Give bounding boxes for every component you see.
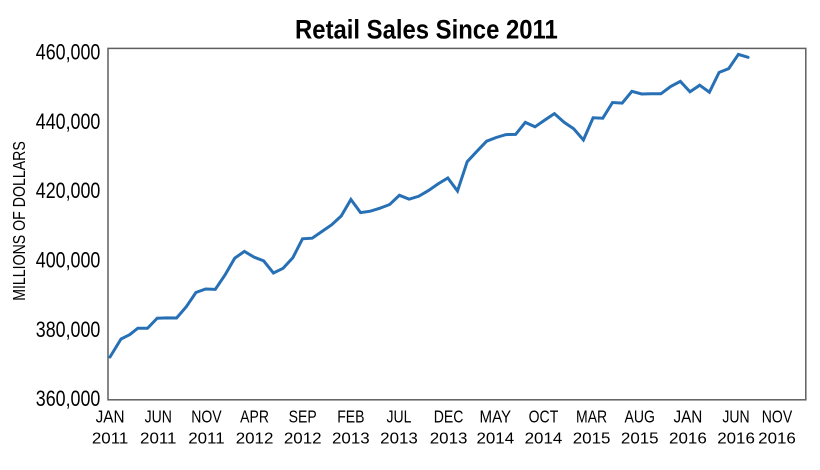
svg-text:MILLIONS OF DOLLARS: MILLIONS OF DOLLARS	[10, 141, 30, 301]
svg-text:2011: 2011	[188, 430, 224, 447]
svg-text:MAY: MAY	[479, 406, 511, 427]
svg-text:2011: 2011	[92, 430, 128, 447]
svg-text:SEP: SEP	[289, 407, 317, 427]
svg-text:JUN: JUN	[145, 407, 172, 427]
svg-text:400,000: 400,000	[36, 248, 101, 273]
svg-text:Retail Sales Since 2011: Retail Sales Since 2011	[295, 15, 558, 45]
svg-text:JAN: JAN	[673, 407, 702, 427]
svg-text:JUN: JUN	[722, 407, 749, 427]
svg-text:2016: 2016	[717, 430, 755, 447]
svg-text:2016: 2016	[758, 430, 796, 447]
svg-text:JUL: JUL	[387, 407, 412, 427]
svg-text:2015: 2015	[573, 430, 611, 447]
svg-text:2014: 2014	[476, 430, 514, 447]
svg-text:NOV: NOV	[191, 407, 222, 427]
svg-text:APR: APR	[240, 407, 269, 427]
svg-text:MAR: MAR	[576, 407, 607, 427]
svg-text:FEB: FEB	[337, 407, 364, 427]
svg-text:460,000: 460,000	[36, 40, 101, 65]
svg-text:440,000: 440,000	[36, 109, 101, 134]
svg-text:2012: 2012	[236, 430, 274, 447]
svg-text:360,000: 360,000	[36, 386, 101, 411]
svg-text:2013: 2013	[430, 430, 468, 447]
svg-text:2011: 2011	[140, 430, 176, 447]
svg-text:2013: 2013	[332, 430, 370, 447]
svg-text:2012: 2012	[284, 430, 322, 447]
svg-text:DEC: DEC	[434, 407, 464, 427]
svg-text:2015: 2015	[621, 430, 659, 447]
svg-text:420,000: 420,000	[36, 178, 101, 203]
svg-text:380,000: 380,000	[36, 317, 101, 342]
svg-text:AUG: AUG	[625, 407, 655, 427]
svg-text:OCT: OCT	[529, 407, 559, 427]
svg-text:2014: 2014	[525, 430, 563, 447]
svg-text:2013: 2013	[380, 430, 418, 447]
svg-text:NOV: NOV	[762, 407, 793, 427]
svg-text:JAN: JAN	[96, 407, 125, 427]
svg-text:2016: 2016	[669, 430, 707, 447]
